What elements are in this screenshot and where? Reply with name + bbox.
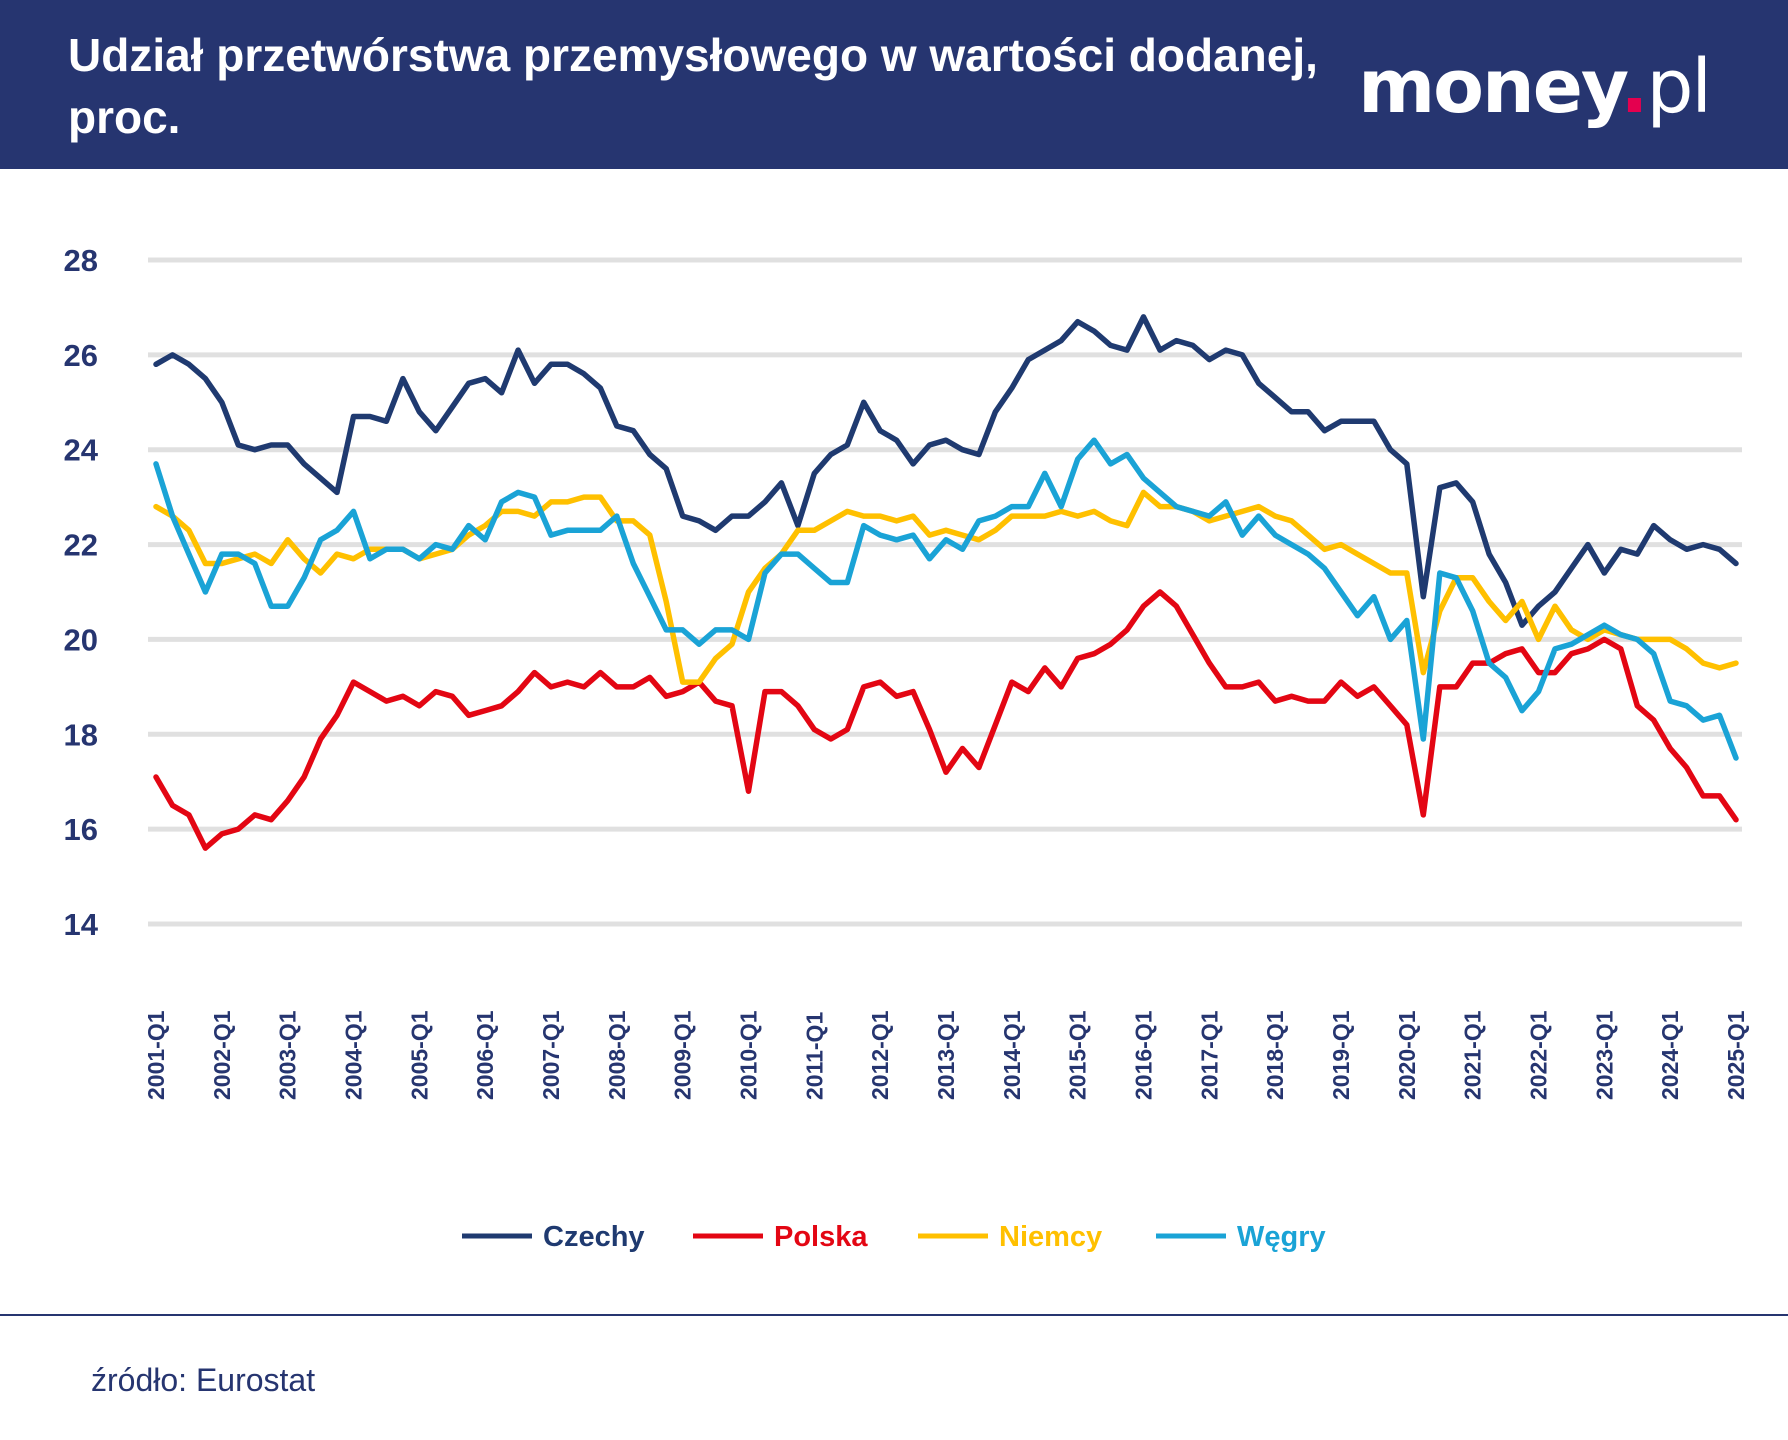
series-line-czechy xyxy=(153,314,1739,628)
legend-label: Polska xyxy=(774,1221,868,1253)
y-tick-label: 28 xyxy=(64,243,98,278)
x-tick-label: 2014-Q1 xyxy=(999,1010,1025,1100)
x-tick-label: 2019-Q1 xyxy=(1328,1010,1354,1100)
y-tick-label: 20 xyxy=(64,622,98,657)
x-tick-label: 2001-Q1 xyxy=(143,1010,169,1100)
series-line-polska xyxy=(153,589,1739,851)
series-line-węgry xyxy=(153,437,1739,761)
x-tick-label: 2017-Q1 xyxy=(1196,1010,1222,1100)
x-tick-label: 2005-Q1 xyxy=(406,1010,432,1100)
money-pl-logo: money.pl xyxy=(1358,44,1712,130)
x-tick-label: 2018-Q1 xyxy=(1262,1010,1288,1100)
chart-title: Udział przetwórstwa przemysłowego w wart… xyxy=(68,29,1318,143)
legend-label: Węgry xyxy=(1237,1221,1326,1253)
y-tick-label: 26 xyxy=(64,338,98,373)
x-tick-label: 2002-Q1 xyxy=(209,1010,235,1100)
x-tick-label: 2009-Q1 xyxy=(670,1010,696,1100)
source-note: źródło: Eurostat xyxy=(91,1362,316,1398)
x-tick-label: 2011-Q1 xyxy=(801,1012,827,1100)
header: Udział przetwórstwa przemysłowego w wart… xyxy=(0,0,1788,169)
x-tick-label: 2022-Q1 xyxy=(1526,1010,1552,1100)
footer-divider xyxy=(0,1314,1788,1316)
x-tick-label: 2021-Q1 xyxy=(1460,1010,1486,1100)
x-tick-label: 2008-Q1 xyxy=(604,1010,630,1100)
x-tick-label: 2023-Q1 xyxy=(1591,1010,1617,1100)
y-tick-label: 22 xyxy=(64,528,98,563)
x-tick-label: 2010-Q1 xyxy=(736,1010,762,1100)
legend-label: Czechy xyxy=(543,1221,645,1253)
line-chart: 14 16 18 20 22 24 26 28 2001-Q1 2002-Q1 2003-Q1 200… xyxy=(64,243,1749,1253)
y-tick-label: 14 xyxy=(64,907,99,942)
x-tick-label: 2015-Q1 xyxy=(1065,1010,1091,1100)
x-tick-label: 2012-Q1 xyxy=(867,1010,893,1100)
y-tick-label: 18 xyxy=(64,717,98,752)
series-line-niemcy xyxy=(153,489,1739,685)
legend-label: Niemcy xyxy=(999,1221,1102,1253)
y-tick-label: 24 xyxy=(64,433,99,468)
x-tick-label: 2020-Q1 xyxy=(1394,1010,1420,1100)
x-tick-label: 2007-Q1 xyxy=(538,1010,564,1100)
x-tick-label: 2003-Q1 xyxy=(275,1010,301,1100)
x-tick-label: 2013-Q1 xyxy=(933,1010,959,1100)
x-tick-label: 2016-Q1 xyxy=(1131,1010,1157,1100)
x-tick-label: 2024-Q1 xyxy=(1657,1010,1683,1100)
y-tick-label: 16 xyxy=(64,812,98,847)
x-tick-label: 2004-Q1 xyxy=(341,1010,367,1100)
x-tick-label: 2025-Q1 xyxy=(1723,1010,1749,1100)
x-tick-label: 2006-Q1 xyxy=(472,1010,498,1100)
